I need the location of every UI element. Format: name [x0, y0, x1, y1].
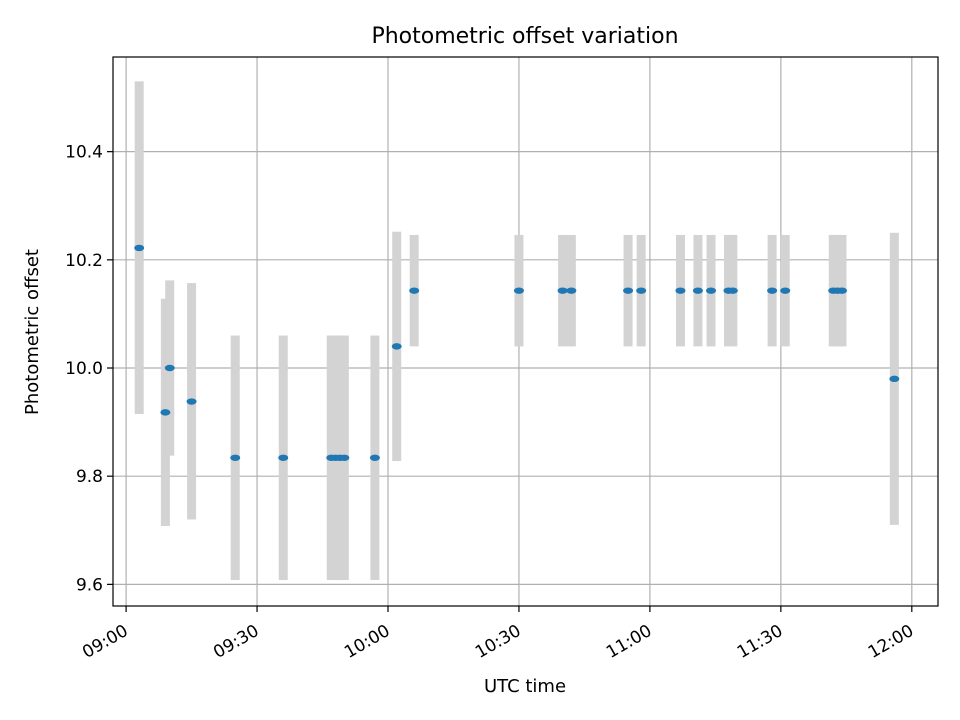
chart-title: Photometric offset variation — [371, 24, 678, 49]
x-axis-ticks: 09:00 09:30 10:00 10:30 11:00 11:30 12:00 — [79, 606, 917, 663]
data-point — [706, 287, 717, 294]
data-point — [623, 287, 634, 294]
y-axis-label: Photometric offset — [22, 249, 43, 415]
data-point — [780, 287, 791, 294]
data-point — [566, 287, 577, 294]
data-point — [391, 343, 402, 350]
data-point — [557, 287, 568, 294]
data-points — [134, 244, 900, 461]
data-point — [278, 454, 289, 461]
x-axis-label: UTC time — [484, 676, 566, 697]
data-point — [513, 287, 524, 294]
data-point — [339, 454, 350, 461]
y-axis-ticks: 9.6 9.8 10.0 10.2 10.4 — [65, 143, 113, 595]
plot-frame — [112, 56, 939, 607]
x-tick-label: 11:00 — [603, 621, 655, 663]
y-tick-label: 10.0 — [65, 359, 103, 379]
data-point — [636, 287, 647, 294]
y-tick-label: 10.4 — [65, 143, 103, 163]
x-tick-label: 10:30 — [472, 621, 524, 663]
data-point — [767, 287, 778, 294]
data-point — [186, 398, 197, 405]
x-tick-label: 12:00 — [865, 621, 917, 663]
data-point — [675, 287, 686, 294]
data-point — [160, 409, 171, 416]
x-tick-label: 10:00 — [341, 621, 393, 663]
data-point — [409, 287, 420, 294]
data-point — [230, 454, 241, 461]
data-point — [134, 244, 145, 252]
data-point — [889, 375, 900, 383]
error-bars — [134, 81, 899, 581]
x-tick-label: 09:30 — [210, 621, 262, 663]
data-point — [692, 287, 703, 294]
y-tick-label: 10.2 — [65, 251, 103, 271]
data-point — [836, 287, 847, 294]
data-point — [369, 454, 380, 461]
data-point — [727, 287, 738, 294]
x-tick-label: 11:30 — [734, 621, 786, 663]
x-tick-label: 09:00 — [79, 621, 131, 663]
y-tick-label: 9.8 — [76, 467, 103, 487]
y-tick-label: 9.6 — [76, 575, 103, 595]
data-point — [164, 364, 175, 372]
